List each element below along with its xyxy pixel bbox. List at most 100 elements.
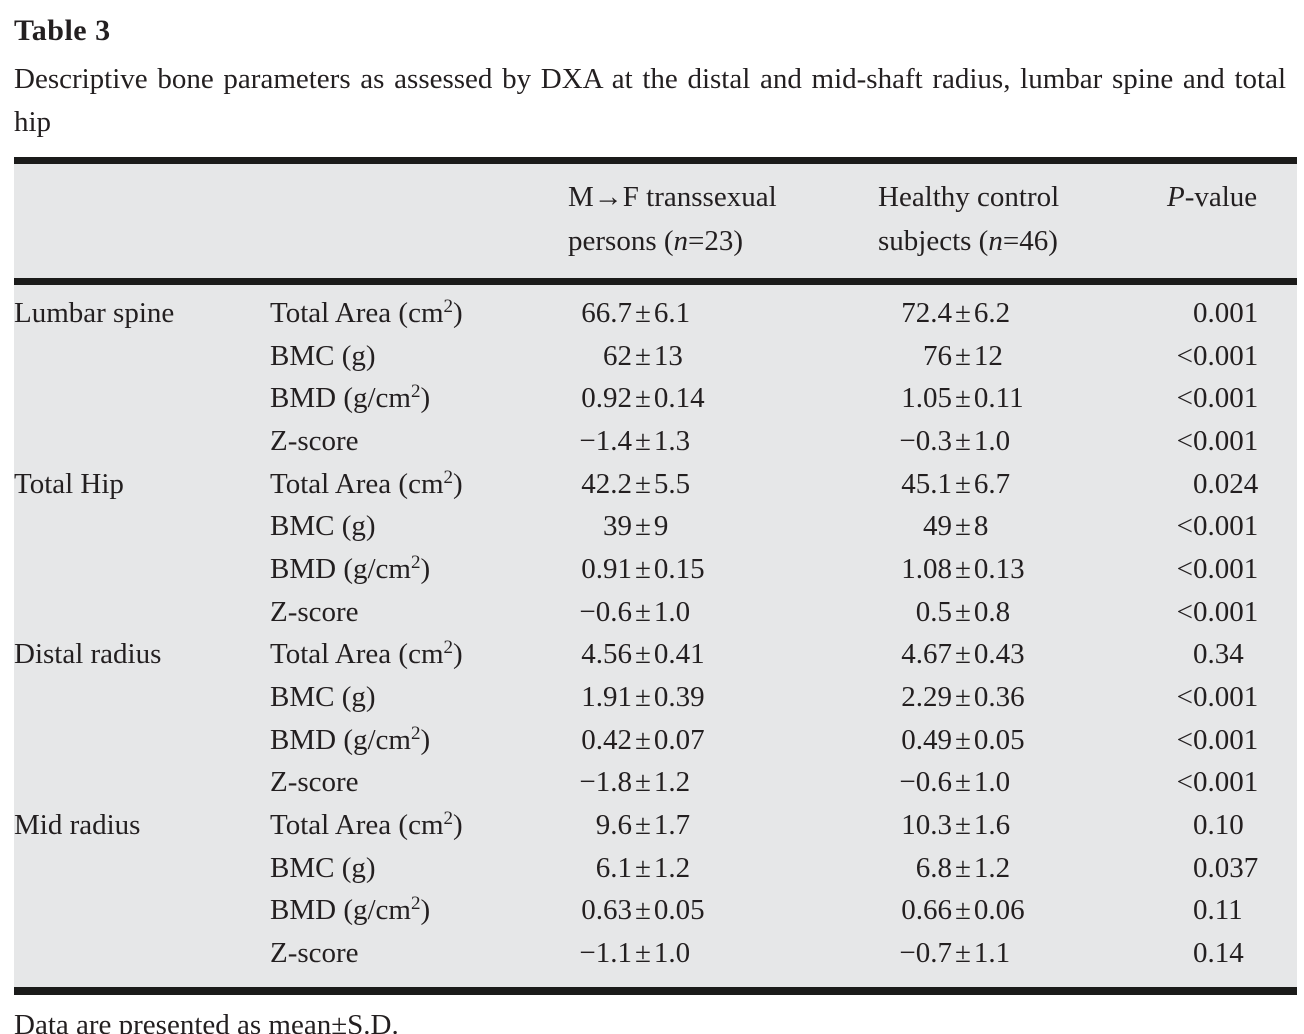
plus-minus-sign: ± — [635, 339, 651, 372]
transsexual-value-cell: −0.6 ±1.0 — [579, 595, 691, 628]
table-body: Lumbar spine Total Area (cm2) 66.7 ±6.1 7… — [14, 285, 1297, 987]
col-header-line: Healthy control — [878, 181, 1060, 213]
pvalue-cell: 0.024 — [1193, 467, 1259, 500]
plus-minus-sign: ± — [955, 766, 971, 799]
plus-minus-sign: ± — [635, 296, 651, 329]
pvalue-cell: <0.001 — [1167, 425, 1297, 458]
transsexual-value-cell: −1.4 ±1.3 — [579, 424, 691, 457]
superscript: 2 — [410, 722, 421, 744]
pvalue-cell: 0.14 — [1193, 937, 1244, 970]
superscript: 2 — [443, 637, 454, 659]
table-row: Distal radius Total Area (cm2) 4.56 ±0.41… — [14, 634, 1297, 677]
section-cell: Mid radius — [14, 809, 141, 842]
pvalue-cell: <0.001 — [1167, 766, 1297, 799]
pvalue-cell: <0.001 — [1167, 724, 1297, 757]
col-header-line: M→F transsexual — [568, 181, 777, 213]
table-footnote: Data are presented as mean±S.D. — [14, 1009, 399, 1034]
control-value-cell: 10.3 ±1.6 — [901, 809, 1011, 842]
italic-p: P — [1167, 181, 1185, 213]
plus-minus-sign: ± — [635, 424, 651, 457]
control-value-cell: 1.05 ±0.11 — [901, 382, 1024, 415]
superscript: 2 — [443, 466, 454, 488]
table-row: BMD (g/cm2) 0.42 ±0.07 0.49 ±0.05 <0.001 — [14, 719, 1297, 762]
plus-minus-sign: ± — [635, 894, 651, 927]
parameter-cell: BMD (g/cm2) — [270, 893, 431, 927]
col-header-line: subjects (n=46) — [878, 225, 1058, 257]
control-value-cell: 45.1 ±6.7 — [901, 467, 1011, 500]
control-value-cell: 0.49 ±0.05 — [901, 723, 1025, 756]
plus-minus-sign: ± — [635, 382, 651, 415]
col-header-pvalue: P-value — [1167, 181, 1258, 213]
superscript: 2 — [410, 551, 421, 573]
transsexual-value-cell: 0.92 ±0.14 — [581, 382, 705, 415]
parameter-cell: BMD (g/cm2) — [270, 722, 431, 756]
control-value-cell: −0.3 ±1.0 — [899, 424, 1011, 457]
transsexual-value-cell: 62 ±13 — [603, 339, 683, 372]
superscript: 2 — [410, 893, 421, 915]
plus-minus-sign: ± — [955, 595, 971, 628]
plus-minus-sign: ± — [955, 296, 971, 329]
pvalue-cell: <0.001 — [1167, 382, 1297, 415]
control-value-cell: 76 ±12 — [923, 339, 1003, 372]
plus-minus-sign: ± — [955, 937, 971, 970]
parameter-cell: Total Area (cm2) — [270, 466, 463, 500]
pvalue-cell: 0.001 — [1193, 296, 1259, 329]
col-header-control-group: Healthy control subjects (n=46) — [878, 175, 1167, 263]
pvalue-cell: 0.037 — [1193, 851, 1259, 884]
plus-minus-sign: ± — [955, 552, 971, 585]
parameter-cell: BMC (g) — [270, 851, 376, 884]
parameter-cell: Total Area (cm2) — [270, 637, 463, 671]
data-table: M→F transsexual persons (n=23) Healthy c… — [14, 157, 1297, 995]
table-row: Z-score −1.4 ±1.3 −0.3 ±1.0 <0.001 — [14, 420, 1297, 463]
superscript: 2 — [443, 808, 454, 830]
table-row: Z-score −1.8 ±1.2 −0.6 ±1.0 <0.001 — [14, 762, 1297, 805]
table-caption: Descriptive bone parameters as assessed … — [14, 63, 1286, 138]
table-row: BMC (g) 39 ±9 49 ±8 <0.001 — [14, 505, 1297, 548]
header-spacer-section — [14, 175, 270, 263]
parameter-cell: BMC (g) — [270, 510, 376, 543]
table-row: BMC (g) 62 ±13 76 ±12 <0.001 — [14, 335, 1297, 378]
parameter-cell: Total Area (cm2) — [270, 808, 463, 842]
header-spacer-parameter — [270, 175, 568, 263]
control-value-cell: 0.5 ±0.8 — [915, 595, 1011, 628]
parameter-cell: Z-score — [270, 766, 359, 799]
transsexual-value-cell: 6.1 ±1.2 — [595, 851, 691, 884]
control-value-cell: −0.7 ±1.1 — [899, 937, 1011, 970]
plus-minus-sign: ± — [635, 552, 651, 585]
plus-minus-sign: ± — [955, 510, 971, 543]
plus-minus-sign: ± — [955, 894, 971, 927]
table-title: Table 3 — [14, 14, 111, 47]
pvalue-cell: 0.34 — [1193, 638, 1244, 671]
parameter-cell: BMD (g/cm2) — [270, 381, 431, 415]
control-value-cell: 6.8 ±1.2 — [915, 851, 1011, 884]
pvalue-cell: 0.10 — [1193, 809, 1244, 842]
control-value-cell: 49 ±8 — [923, 510, 989, 543]
plus-minus-sign: ± — [955, 809, 971, 842]
table-row: Mid radius Total Area (cm2) 9.6 ±1.7 10.3… — [14, 804, 1297, 847]
superscript: 2 — [443, 295, 454, 317]
transsexual-value-cell: 0.42 ±0.07 — [581, 723, 705, 756]
parameter-cell: BMC (g) — [270, 339, 376, 372]
italic-n: n — [673, 225, 689, 257]
less-than-sign: < — [1176, 382, 1193, 415]
parameter-cell: BMC (g) — [270, 681, 376, 714]
pvalue-cell: <0.001 — [1167, 553, 1297, 586]
plus-minus-sign: ± — [955, 467, 971, 500]
parameter-cell: BMD (g/cm2) — [270, 551, 431, 585]
transsexual-value-cell: 4.56 ±0.41 — [581, 638, 705, 671]
plus-minus-sign: ± — [635, 595, 651, 628]
plus-minus-sign: ± — [955, 339, 971, 372]
control-value-cell: 72.4 ±6.2 — [901, 296, 1011, 329]
less-than-sign: < — [1176, 339, 1193, 372]
table-row: Z-score −1.1 ±1.0 −0.7 ±1.1 0.14 — [14, 932, 1297, 975]
control-value-cell: 1.08 ±0.13 — [901, 552, 1025, 585]
transsexual-value-cell: 0.91 ±0.15 — [581, 552, 705, 585]
less-than-sign: < — [1176, 723, 1193, 756]
plus-minus-sign: ± — [955, 851, 971, 884]
plus-minus-sign: ± — [955, 638, 971, 671]
parameter-cell: Z-score — [270, 595, 359, 628]
pvalue-cell: <0.001 — [1167, 340, 1297, 373]
pvalue-cell: <0.001 — [1167, 510, 1297, 543]
plus-minus-sign: ± — [955, 723, 971, 756]
